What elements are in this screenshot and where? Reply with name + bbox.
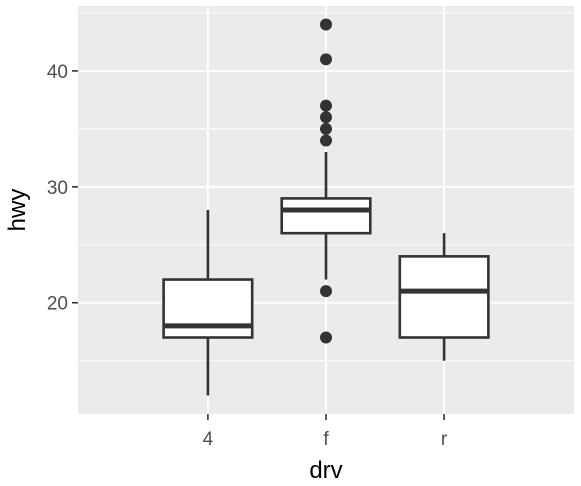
x-tick-label: f — [323, 429, 329, 450]
box-4 — [162, 210, 254, 396]
outlier-point — [320, 122, 332, 135]
outlier-point — [320, 111, 332, 124]
box-r — [398, 233, 490, 361]
y-tick-label: 20 — [47, 294, 68, 315]
y-tick-label: 40 — [47, 62, 68, 83]
outlier-point — [320, 53, 332, 66]
box-series — [162, 18, 490, 396]
box-f — [280, 18, 372, 344]
x-tick-label: 4 — [203, 429, 214, 450]
outlier-point — [320, 285, 332, 298]
iqr-box — [280, 197, 372, 235]
outlier-point — [320, 18, 332, 31]
y-tick-label: 30 — [47, 178, 68, 199]
outlier-point — [320, 134, 332, 147]
axes: 20 30 40 4 f r — [47, 62, 448, 450]
iqr-box — [398, 255, 490, 339]
y-axis-title: hwy — [4, 189, 31, 232]
x-axis-title: drv — [309, 457, 342, 484]
iqr-box — [162, 278, 254, 339]
x-tick-label: r — [441, 429, 448, 450]
outlier-point — [320, 99, 332, 112]
outlier-point — [320, 331, 332, 344]
